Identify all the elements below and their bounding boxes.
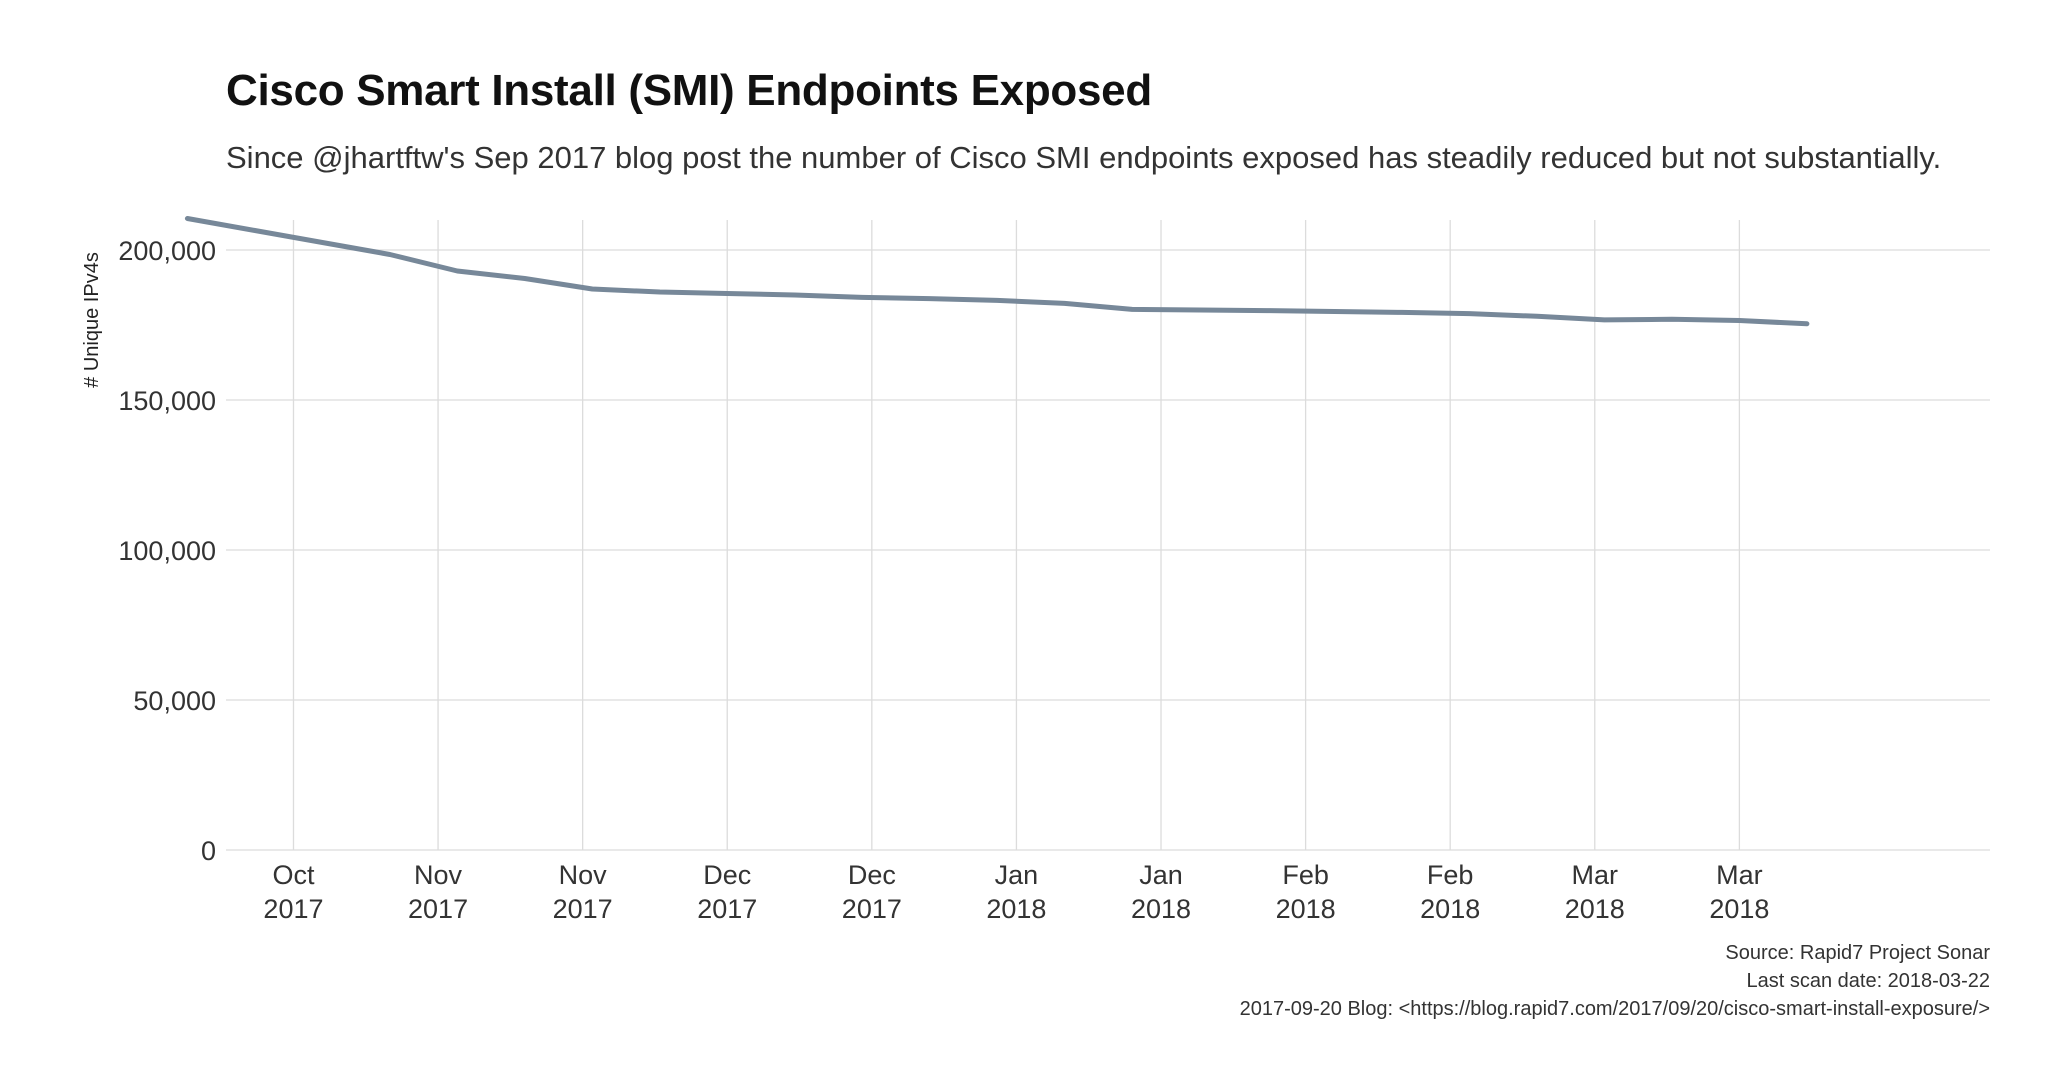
caption-source: Source: Rapid7 Project Sonar: [1725, 942, 1990, 964]
x-tick-label-year: 2018: [1709, 894, 1769, 924]
x-tick-label-month: Jan: [995, 860, 1039, 890]
x-tick-label-year: 2018: [1131, 894, 1191, 924]
y-tick-label: 50,000: [133, 686, 216, 716]
x-tick-label-year: 2018: [1565, 894, 1625, 924]
x-tick-label-year: 2018: [986, 894, 1046, 924]
y-tick-label: 100,000: [118, 536, 216, 566]
x-tick-label-year: 2017: [842, 894, 902, 924]
chart-subtitle: Since @jhartftw's Sep 2017 blog post the…: [226, 140, 1942, 175]
series-line: [184, 216, 1810, 327]
x-tick-label-month: Feb: [1427, 860, 1474, 890]
x-tick-label-month: Mar: [1716, 860, 1763, 890]
x-tick-label-year: 2018: [1420, 894, 1480, 924]
grid-layer: [226, 220, 1990, 851]
y-tick-label: 200,000: [118, 236, 216, 266]
x-tick-label-month: Mar: [1572, 860, 1619, 890]
x-axis: Oct 2017 Nov 2017 Nov 2017 Dec 2017 Dec 2017 Jan 20…: [263, 860, 1769, 924]
x-tick-label-month: Jan: [1139, 860, 1183, 890]
caption-blog-link: 2017-09-20 Blog: <https://blog.rapid7.co…: [1239, 998, 1990, 1020]
caption-last-scan-date: Last scan date: 2018-03-22: [1746, 970, 1990, 992]
x-tick-label-month: Dec: [703, 860, 751, 890]
x-tick-label-year: 2017: [697, 894, 757, 924]
x-tick-label-month: Oct: [272, 860, 315, 890]
y-axis: 0 50,000 100,000 150,000 200,000: [118, 236, 216, 866]
x-tick-label-month: Nov: [414, 860, 463, 890]
x-tick-label-month: Nov: [559, 860, 608, 890]
y-tick-label: 0: [201, 836, 216, 866]
x-tick-label-year: 2017: [263, 894, 323, 924]
y-tick-label: 150,000: [118, 386, 216, 416]
x-tick-label-month: Dec: [848, 860, 896, 890]
x-tick-label-year: 2017: [553, 894, 613, 924]
chart-title: Cisco Smart Install (SMI) Endpoints Expo…: [226, 66, 1152, 115]
x-tick-label-year: 2017: [408, 894, 468, 924]
x-tick-label-year: 2018: [1276, 894, 1336, 924]
y-axis-title: # Unique IPv4s: [81, 252, 103, 388]
series-layer: [184, 216, 1810, 327]
x-tick-label-month: Feb: [1282, 860, 1329, 890]
